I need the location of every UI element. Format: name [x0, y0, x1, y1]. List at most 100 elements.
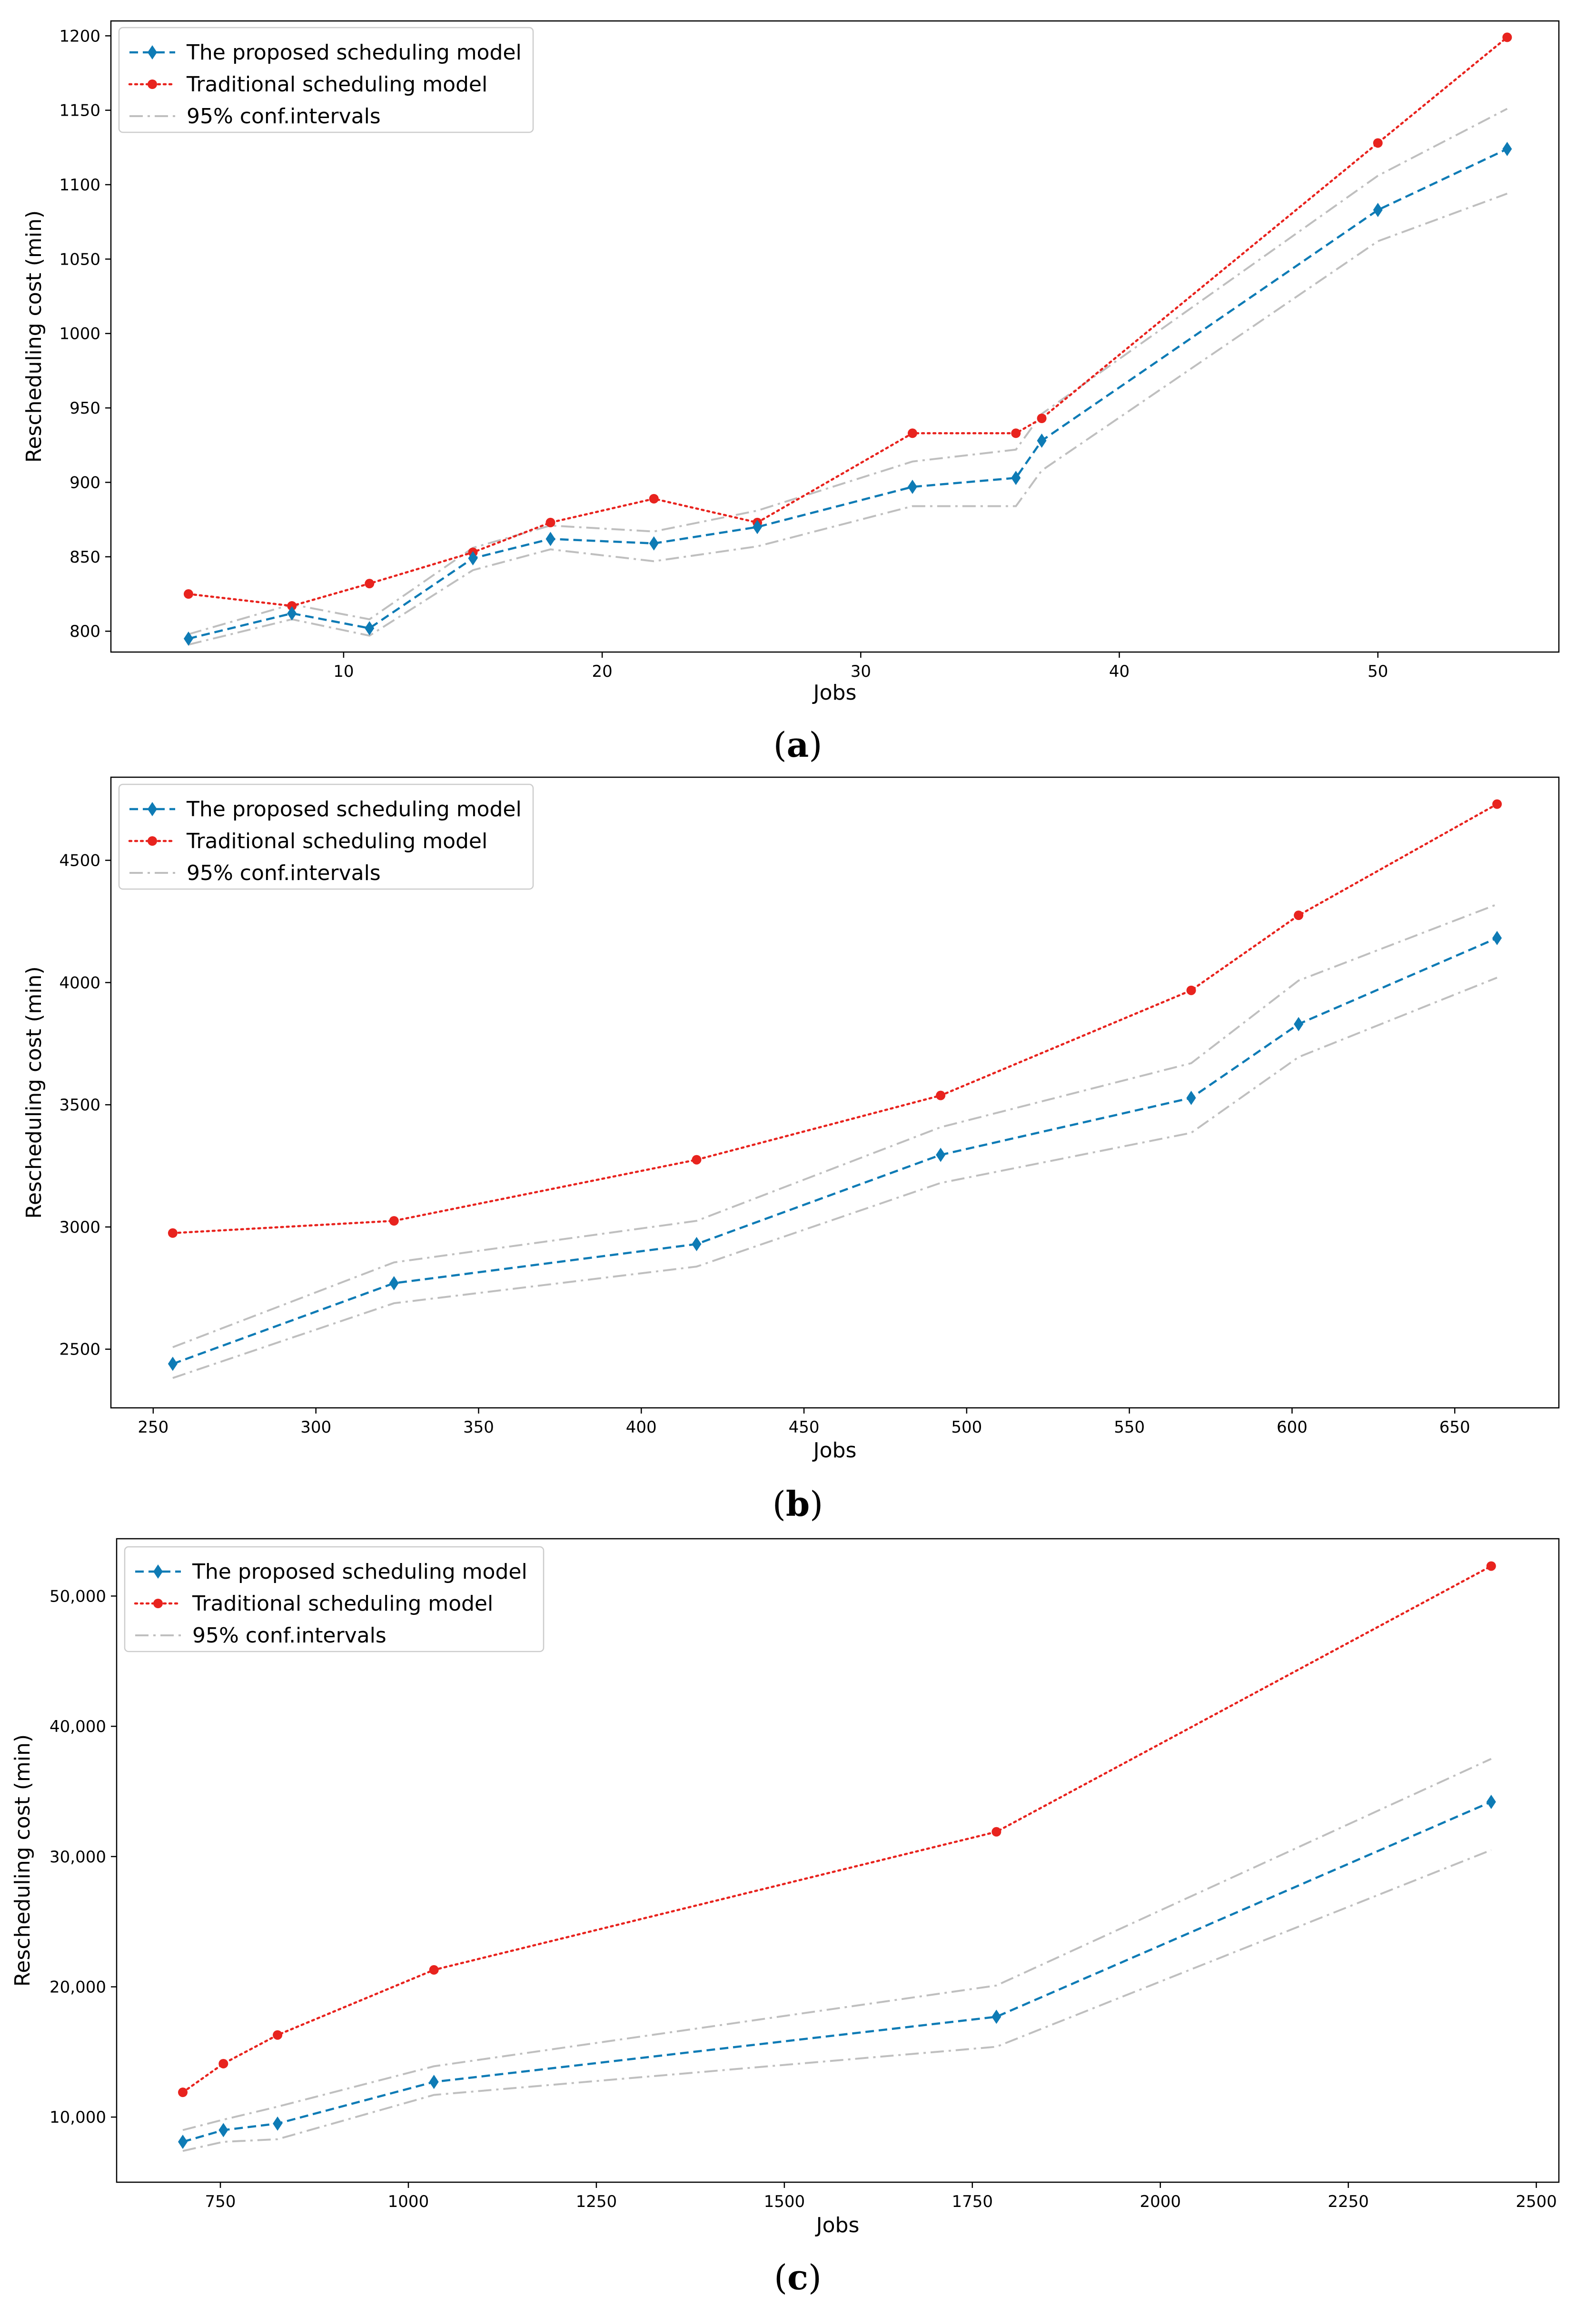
data-point-traditional	[1373, 138, 1383, 148]
legend-entry-label: 95% conf.intervals	[192, 1623, 387, 1648]
data-point-proposed	[273, 2116, 283, 2131]
x-axis-label: Jobs	[812, 1438, 857, 1463]
legend-entry-label: The proposed scheduling model	[192, 1560, 527, 1584]
y-axis-label: Rescheduling cost (min)	[22, 210, 46, 463]
legend-entry-label: The proposed scheduling model	[186, 40, 522, 65]
data-point-traditional	[649, 494, 659, 504]
x-tick-label: 450	[789, 1418, 820, 1437]
y-tick-label: 3500	[59, 1096, 100, 1115]
plot-frame	[110, 776, 1560, 1409]
data-point-traditional	[183, 589, 193, 599]
data-point-proposed	[1186, 1090, 1196, 1105]
panel-label: (a)	[773, 724, 823, 765]
legend-box	[118, 27, 534, 133]
y-tick-label: 10,000	[50, 2108, 106, 2127]
panel-label: (c)	[774, 2257, 822, 2297]
legend-entry-label: Traditional scheduling model	[186, 829, 487, 853]
x-tick-label: 550	[1114, 1418, 1145, 1437]
legend: The proposed scheduling model Traditional…	[124, 1546, 545, 1652]
legend-entry-label: 95% conf.intervals	[187, 104, 381, 129]
y-tick-label: 900	[69, 473, 100, 492]
plot-frame	[110, 20, 1560, 653]
legend: The proposed scheduling model Traditional…	[118, 783, 534, 890]
series-line-traditional	[181, 1565, 1493, 2094]
y-tick-label: 30,000	[50, 1848, 106, 1867]
data-point-proposed	[365, 621, 375, 635]
x-tick-label: 600	[1277, 1418, 1308, 1437]
y-tick-label: 950	[69, 399, 100, 418]
data-point-traditional	[168, 1228, 178, 1238]
data-point-proposed	[692, 1237, 702, 1251]
data-point-proposed	[183, 631, 193, 646]
x-tick-label: 1750	[952, 2192, 993, 2211]
data-point-proposed	[753, 520, 763, 534]
legend-swatch-marker	[148, 802, 157, 816]
y-tick-label: 2500	[59, 1340, 100, 1359]
data-point-traditional	[218, 2058, 228, 2068]
x-tick-label: 750	[205, 2192, 236, 2211]
data-point-traditional	[692, 1155, 702, 1165]
data-point-traditional	[1492, 799, 1502, 809]
x-tick-label: 500	[951, 1418, 982, 1437]
data-point-traditional	[365, 579, 375, 589]
data-point-proposed	[178, 2135, 188, 2149]
x-tick-label: 1250	[576, 2192, 617, 2211]
data-point-traditional	[178, 2087, 188, 2097]
x-axis-label: Jobs	[812, 681, 857, 705]
data-point-traditional	[429, 1965, 439, 1975]
series-line-ci_lower	[188, 192, 1508, 646]
x-tick-label: 300	[300, 1418, 331, 1437]
data-point-proposed	[1011, 471, 1021, 485]
y-tick-label: 1050	[59, 250, 100, 269]
x-tick-label: 1000	[388, 2192, 429, 2211]
panel-letter: c	[787, 2257, 808, 2297]
series-line-ci_lower	[172, 977, 1497, 1379]
series-line-proposed	[182, 1800, 1492, 2143]
y-tick-label: 50,000	[50, 1587, 106, 1606]
y-axis-label: Rescheduling cost (min)	[10, 1734, 35, 1987]
x-tick-label: 350	[463, 1418, 494, 1437]
legend-swatch-marker	[148, 45, 157, 59]
y-tick-label: 40,000	[50, 1717, 106, 1736]
data-point-proposed	[468, 551, 478, 565]
data-point-proposed	[907, 479, 917, 494]
y-tick-label: 20,000	[50, 1978, 106, 1997]
legend-swatch-marker	[148, 836, 157, 846]
data-point-proposed	[936, 1148, 946, 1162]
data-point-traditional	[1186, 985, 1196, 995]
chart-panel-a: 10 20 30 40 50 800 850 900 950 1000 1050 1100 1150 12…	[22, 20, 1560, 765]
x-tick-label: 10	[333, 662, 354, 681]
plot-frame	[116, 1538, 1560, 2183]
series-line-proposed	[188, 148, 1508, 640]
data-point-proposed	[429, 2075, 439, 2089]
data-point-proposed	[649, 536, 659, 551]
series-line-ci_upper	[182, 1758, 1492, 2131]
data-point-traditional	[545, 517, 555, 527]
legend-swatch-marker	[153, 1564, 163, 1579]
panel-letter: a	[787, 724, 809, 765]
x-tick-label: 2250	[1328, 2192, 1369, 2211]
x-tick-label: 50	[1368, 662, 1388, 681]
data-point-traditional	[287, 601, 297, 611]
x-tick-label: 1500	[764, 2192, 805, 2211]
data-point-traditional	[273, 2030, 283, 2040]
y-tick-label: 4000	[59, 973, 100, 992]
y-tick-label: 1150	[59, 101, 100, 120]
data-point-traditional	[907, 428, 917, 438]
y-tick-label: 4500	[59, 851, 100, 871]
data-point-proposed	[1502, 141, 1512, 156]
x-tick-label: 250	[138, 1418, 169, 1437]
data-point-proposed	[218, 2123, 228, 2137]
y-tick-label: 3000	[59, 1218, 100, 1237]
series-line-traditional	[187, 36, 1508, 607]
chart-panel-b: 250 300 350 400 450 500 550 600 650 2500 3000 3500 4…	[22, 776, 1560, 1524]
x-tick-label: 40	[1109, 662, 1130, 681]
x-axis-label: Jobs	[815, 2213, 860, 2237]
x-tick-label: 30	[851, 662, 871, 681]
x-tick-label: 650	[1439, 1418, 1470, 1437]
x-tick-label: 2000	[1140, 2192, 1181, 2211]
legend-swatch-marker	[153, 1599, 163, 1608]
legend-box	[124, 1546, 545, 1652]
data-point-proposed	[1037, 433, 1047, 448]
legend-entry-label: 95% conf.intervals	[187, 861, 381, 885]
